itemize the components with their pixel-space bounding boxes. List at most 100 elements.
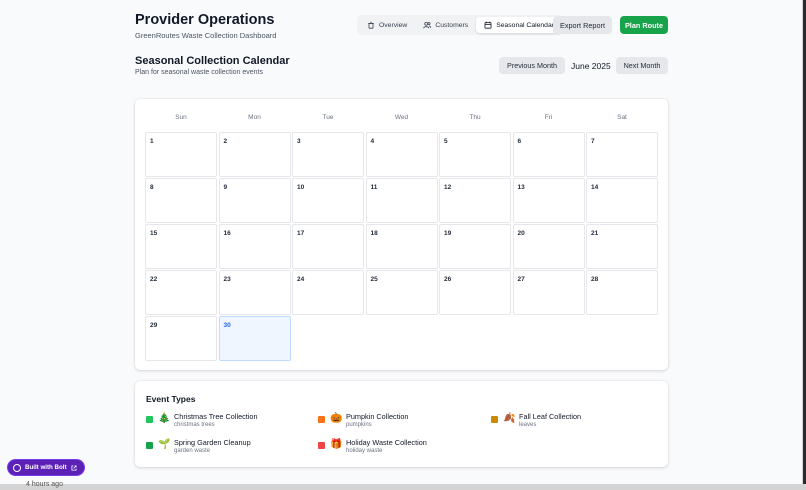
day-number: 6 [517, 138, 522, 145]
legend-item-name: Spring Garden Cleanup [174, 438, 251, 447]
calendar-day-cell[interactable]: 29 [145, 316, 217, 361]
calendar-day-cell[interactable]: 13 [512, 178, 585, 223]
calendar-title: Seasonal Collection Calendar [135, 55, 290, 67]
calendar-day-cell[interactable]: 15 [145, 224, 217, 269]
legend-swatch [146, 416, 153, 423]
calendar-day-cell[interactable]: 3 [292, 132, 364, 177]
calendar-day-cell[interactable]: 24 [292, 270, 364, 315]
weekday-header: Fri [544, 114, 553, 121]
calendar-day-cell[interactable]: 18 [365, 224, 438, 269]
calendar-day-cell[interactable]: 28 [586, 270, 658, 315]
calendar-day-cell[interactable]: 11 [365, 178, 438, 223]
weekday-header: Thu [469, 114, 481, 121]
calendar-card: Sun Mon Tue Wed Thu Fri Sat 1 2 3 4 5 6 7 8 9 10 1… [135, 99, 668, 370]
calendar-day-cell[interactable]: 4 [365, 132, 438, 177]
legend-item-name: Pumpkin Collection [346, 412, 409, 421]
day-number: 28 [591, 276, 599, 283]
calendar-day-cell[interactable]: 6 [512, 132, 585, 177]
calendar-day-cell[interactable]: 26 [439, 270, 511, 315]
day-number: 17 [297, 230, 305, 237]
day-number: 12 [444, 184, 452, 191]
legend-item-sub: leaves [519, 422, 537, 428]
tab-overview-label: Overview [379, 21, 408, 29]
calendar-day-cell[interactable]: 23 [218, 270, 291, 315]
plan-route-button[interactable]: Plan Route [620, 16, 668, 34]
users-icon [423, 21, 432, 29]
export-report-button[interactable]: Export Report [553, 16, 612, 34]
next-month-button[interactable]: Next Month [616, 57, 668, 74]
event-types-title: Event Types [146, 394, 196, 404]
day-number: 5 [444, 138, 448, 145]
day-number: 3 [297, 138, 301, 145]
page-title: Provider Operations [135, 12, 275, 28]
day-number: 22 [150, 276, 158, 283]
current-month-label: June 2025 [571, 61, 611, 71]
legend-item-name: Christmas Tree Collection [174, 412, 258, 421]
calendar-day-cell[interactable]: 25 [365, 270, 438, 315]
tab-customers[interactable]: Customers [415, 17, 476, 33]
tab-seasonal-calendar[interactable]: Seasonal Calendar [476, 17, 563, 33]
legend-swatch [146, 442, 153, 449]
calendar-day-cell[interactable]: 12 [439, 178, 511, 223]
background-timestamp: 4 hours ago [26, 481, 63, 488]
day-number: 24 [297, 276, 305, 283]
calendar-day-cell[interactable]: 17 [292, 224, 364, 269]
calendar-icon [484, 21, 492, 29]
page-header: Provider Operations GreenRoutes Waste Co… [135, 12, 668, 42]
day-number: 23 [223, 276, 231, 283]
calendar-day-cell[interactable]: 21 [586, 224, 658, 269]
day-number: 11 [370, 184, 378, 191]
seedling-icon: 🌱 [158, 439, 171, 450]
legend-item-spring-garden: 🌱 Spring Garden Cleanup garden waste [146, 438, 306, 458]
day-number: 20 [517, 230, 525, 237]
calendar-day-cell[interactable]: 2 [218, 132, 291, 177]
christmas-tree-icon: 🎄 [158, 413, 171, 424]
calendar-day-cell[interactable]: 16 [218, 224, 291, 269]
day-number: 25 [370, 276, 378, 283]
calendar-day-cell[interactable]: 20 [512, 224, 585, 269]
calendar-day-cell[interactable]: 9 [218, 178, 291, 223]
calendar-day-cell[interactable]: 7 [586, 132, 658, 177]
page-subtitle: GreenRoutes Waste Collection Dashboard [135, 31, 277, 40]
weekday-header: Sat [617, 114, 627, 121]
calendar-day-cell[interactable]: 27 [512, 270, 585, 315]
built-with-bolt-badge[interactable]: Built with Bolt [8, 460, 84, 475]
tab-bar: Overview Customers Seasonal Calendar [357, 15, 565, 35]
day-number: 1 [150, 138, 154, 145]
calendar-day-cell[interactable]: 19 [439, 224, 511, 269]
fallen-leaf-icon: 🍂 [503, 413, 516, 424]
weekday-header: Tue [322, 114, 334, 121]
day-number: 8 [150, 184, 154, 191]
gift-icon: 🎁 [330, 439, 343, 450]
calendar-day-cell[interactable]: 8 [145, 178, 217, 223]
calendar-day-cell[interactable]: 22 [145, 270, 217, 315]
day-number: 16 [223, 230, 231, 237]
day-number: 2 [223, 138, 228, 145]
day-number: 29 [150, 322, 158, 329]
tab-customers-label: Customers [435, 21, 469, 29]
legend-swatch [318, 416, 325, 423]
calendar-day-cell[interactable]: 5 [439, 132, 511, 177]
legend-item-sub: pumpkins [346, 422, 372, 428]
calendar-day-cell[interactable]: 30 [218, 316, 291, 361]
calendar-header: Seasonal Collection Calendar Plan for se… [135, 55, 668, 79]
weekday-header: Mon [248, 114, 261, 121]
day-number: 18 [370, 230, 378, 237]
tab-overview[interactable]: Overview [359, 17, 415, 33]
legend-item-name: Fall Leaf Collection [519, 412, 582, 421]
calendar-day-cell[interactable]: 10 [292, 178, 364, 223]
day-number: 26 [444, 276, 452, 283]
weekday-header: Wed [394, 114, 409, 121]
day-number: 14 [591, 184, 599, 191]
weekday-header: Sun [175, 114, 187, 121]
day-number: 27 [517, 276, 525, 283]
calendar-day-cell[interactable]: 1 [145, 132, 217, 177]
day-number: 30 [223, 322, 231, 329]
day-number: 9 [223, 184, 228, 191]
tab-seasonal-calendar-label: Seasonal Calendar [496, 21, 555, 29]
legend-item-christmas-tree: 🎄 Christmas Tree Collection christmas tr… [146, 412, 306, 432]
calendar-subtitle: Plan for seasonal waste collection event… [135, 69, 264, 76]
previous-month-button[interactable]: Previous Month [499, 57, 565, 74]
calendar-day-cell[interactable]: 14 [586, 178, 658, 223]
